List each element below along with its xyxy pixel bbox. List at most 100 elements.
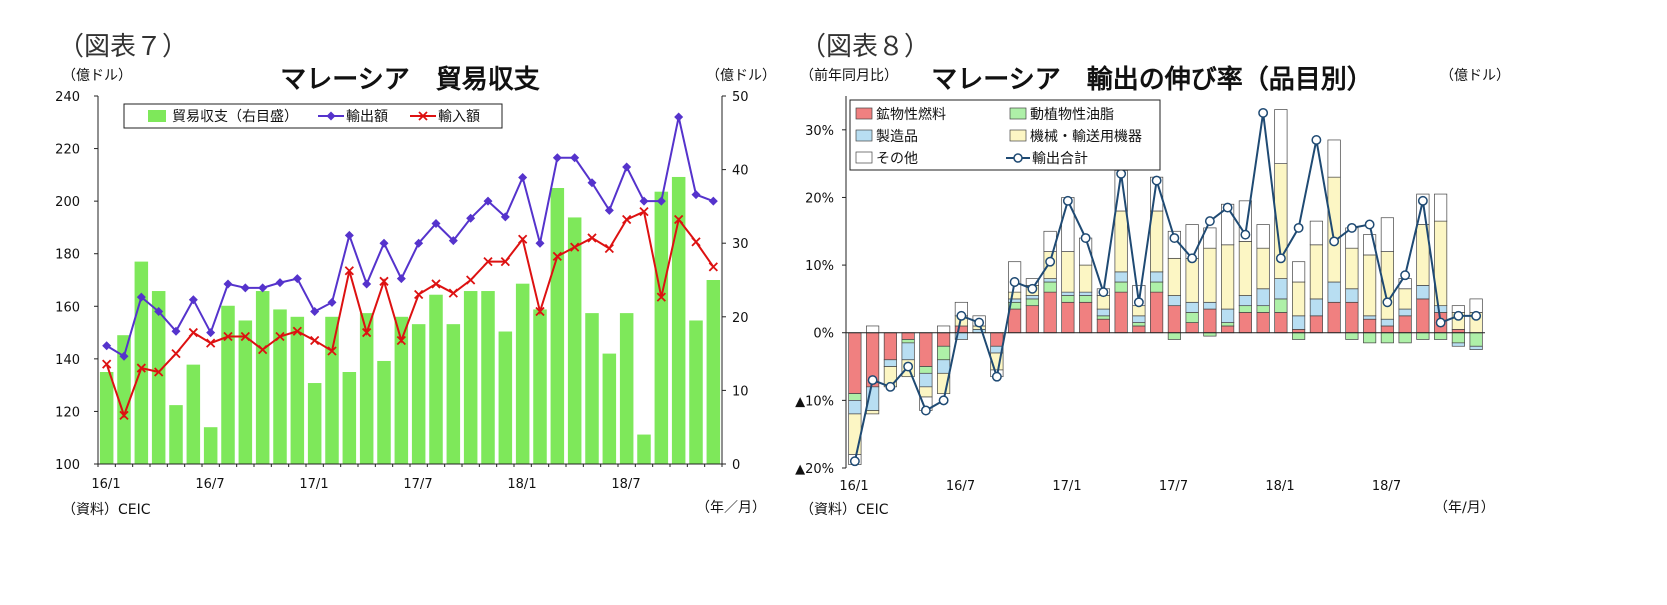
- stacked-bar-manufactured: [1416, 285, 1430, 300]
- export-total-line: [853, 112, 1477, 462]
- chart1-left-tick-label: 240: [55, 90, 80, 105]
- stacked-bar-machinery: [1079, 264, 1093, 293]
- stacked-bar-other: [1380, 217, 1394, 252]
- export-marker: [552, 153, 562, 163]
- stacked-bar-mineral: [1416, 298, 1430, 334]
- trade-balance-bar: [151, 291, 166, 464]
- export-total-marker: [1133, 297, 1144, 308]
- import-marker: [656, 292, 666, 302]
- stacked-bar-mineral: [1043, 291, 1057, 334]
- chart1-x-tick-label: 17/7: [403, 477, 432, 492]
- chart1-x-unit: （年／月）: [696, 500, 766, 516]
- stacked-bar-manufactured: [1292, 315, 1306, 330]
- stacked-bar-mineral: [1380, 325, 1394, 334]
- import-marker: [258, 345, 268, 355]
- stacked-bar-other: [1469, 298, 1483, 313]
- export-marker: [188, 295, 198, 305]
- stacked-bar-manufactured: [1185, 301, 1199, 313]
- export-total-marker: [885, 381, 896, 392]
- import-marker: [448, 288, 458, 298]
- import-marker: [136, 363, 146, 373]
- stacked-bar-oils: [1434, 332, 1448, 340]
- export-marker: [171, 326, 181, 336]
- stacked-bar-manufactured: [1345, 288, 1359, 303]
- trade-balance-bar: [446, 324, 461, 464]
- stacked-bar-manufactured: [1469, 345, 1483, 350]
- stacked-bar-oils: [1203, 332, 1217, 337]
- stacked-bar-mineral: [1363, 318, 1377, 334]
- import-marker: [275, 331, 285, 342]
- stacked-bar-manufactured: [1398, 308, 1412, 317]
- export-line: [106, 116, 714, 358]
- export-total-marker: [991, 371, 1002, 382]
- chart1-right-tick-label: 40: [732, 164, 749, 179]
- import-marker: [639, 207, 649, 217]
- stacked-bar-machinery: [1292, 281, 1306, 317]
- trade-balance-bar: [273, 309, 287, 464]
- chart2-y-tick-label: 10%: [805, 259, 834, 274]
- chart1-right-tick-label: 0: [732, 458, 740, 473]
- trade-balance-bar: [602, 353, 617, 464]
- stacked-bar-oils: [1380, 332, 1394, 344]
- stacked-bar-machinery: [1221, 244, 1235, 310]
- stacked-bar-other: [937, 325, 951, 334]
- stacked-bar-machinery: [1150, 210, 1164, 273]
- stacked-bar-oils: [1150, 281, 1164, 293]
- import-marker: [483, 256, 493, 267]
- stacked-bar-manufactured: [1079, 291, 1093, 296]
- stacked-bar-manufactured: [1114, 271, 1128, 283]
- chart1-left-tick-label: 220: [55, 143, 80, 158]
- chart2-x-tick-label: 18/7: [1372, 479, 1401, 494]
- import-marker: [622, 214, 632, 225]
- export-marker: [448, 236, 458, 246]
- stacked-bar-oils: [1221, 322, 1235, 327]
- trade-balance-bar: [134, 261, 149, 464]
- export-total-marker: [1062, 195, 1073, 206]
- import-marker: [587, 233, 597, 243]
- trade-balance-bar: [203, 427, 218, 464]
- export-total-marker: [867, 375, 878, 386]
- legend-other-label: その他: [876, 151, 918, 167]
- export-marker: [639, 196, 649, 206]
- export-marker: [223, 279, 233, 289]
- export-total-marker: [1275, 253, 1286, 264]
- export-total-marker: [974, 317, 985, 328]
- export-total-marker: [1435, 317, 1446, 328]
- trade-balance-bar: [429, 294, 443, 464]
- chart1-left-unit: （億ドル）: [62, 68, 132, 84]
- import-marker: [102, 359, 112, 369]
- chart1-right-tick-label: 30: [732, 237, 749, 252]
- stacked-bar-oils: [1061, 295, 1075, 303]
- legend-oils-label: 動植物性油脂: [1030, 107, 1114, 123]
- export-total-marker: [1400, 270, 1411, 281]
- stacked-bar-other: [1274, 109, 1288, 164]
- export-marker: [362, 279, 372, 289]
- import-marker: [396, 335, 406, 346]
- stacked-bar-oils: [1469, 332, 1483, 347]
- export-total-marker: [1187, 253, 1198, 264]
- stacked-bar-machinery: [866, 410, 880, 415]
- export-total-marker: [1346, 222, 1357, 233]
- import-marker: [708, 262, 718, 272]
- chart1-right-tick-label: 20: [732, 311, 749, 326]
- legend-other-swatch: [855, 151, 873, 164]
- trade-balance-bar: [255, 291, 270, 464]
- export-marker: [604, 205, 614, 215]
- trade-balance-bar: [689, 320, 703, 464]
- stacked-bar-oils: [1292, 332, 1306, 340]
- chart2-x-tick-label: 17/1: [1052, 479, 1081, 494]
- trade-balance-bar: [186, 364, 201, 464]
- stacked-bar-mineral: [1398, 315, 1412, 334]
- stacked-bar-other: [1292, 261, 1306, 283]
- export-marker: [708, 196, 718, 206]
- chart2-x-tick-label: 18/1: [1265, 479, 1294, 494]
- export-total-marker: [1293, 222, 1304, 233]
- stacked-bar-mineral: [1079, 301, 1093, 334]
- export-total-marker: [1116, 168, 1127, 179]
- stacked-bar-mineral: [1061, 301, 1075, 334]
- import-marker: [344, 266, 354, 276]
- import-marker: [206, 338, 216, 348]
- legend-trade-balance-label: 貿易収支（右目盛）: [172, 109, 298, 125]
- trade-balance-bar: [654, 191, 669, 464]
